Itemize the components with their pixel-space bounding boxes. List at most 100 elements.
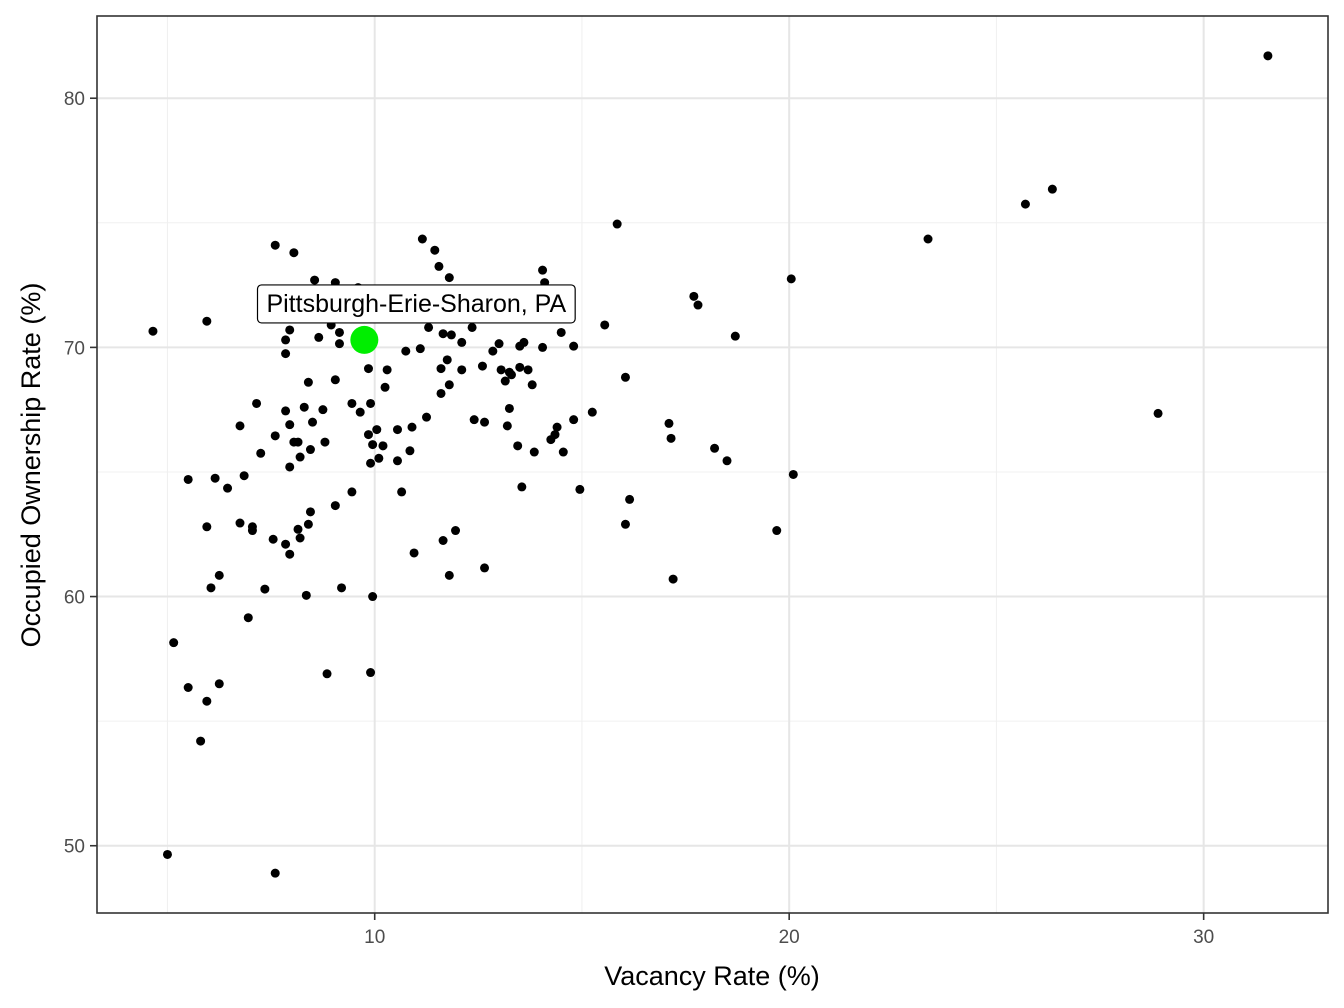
data-point: [268, 534, 278, 544]
data-point: [438, 329, 448, 339]
data-point: [162, 849, 172, 859]
plot-panel-background: [97, 16, 1328, 913]
data-point: [1020, 199, 1030, 209]
data-point: [500, 376, 510, 386]
data-point: [517, 482, 527, 492]
data-point: [488, 346, 498, 356]
data-point: [310, 275, 320, 285]
data-point: [295, 452, 305, 462]
data-point: [401, 346, 411, 356]
data-point: [303, 377, 313, 387]
data-point: [281, 335, 291, 345]
data-point: [368, 440, 378, 450]
data-point: [314, 332, 324, 342]
x-axis-title: Vacancy Rate (%): [604, 961, 820, 991]
data-point: [436, 364, 446, 374]
data-point: [612, 219, 622, 229]
data-point: [405, 446, 415, 456]
y-axis-title: Occupied Ownership Rate (%): [16, 283, 46, 648]
data-point: [247, 522, 257, 532]
data-point: [625, 494, 635, 504]
data-point: [382, 365, 392, 375]
data-point: [183, 474, 193, 484]
data-point: [334, 339, 344, 349]
data-point: [252, 398, 262, 408]
data-point: [417, 234, 427, 244]
data-point: [235, 518, 245, 528]
data-point: [366, 398, 376, 408]
data-point: [308, 417, 318, 427]
data-point: [392, 456, 402, 466]
data-point: [256, 448, 266, 458]
data-point: [620, 519, 630, 529]
data-point: [368, 592, 378, 602]
y-tick-label: 60: [64, 588, 85, 609]
data-point: [415, 344, 425, 354]
data-point: [397, 487, 407, 497]
x-axis: 10 20 30: [364, 913, 1214, 948]
data-point: [303, 519, 313, 529]
data-point: [480, 563, 490, 573]
y-tick-label: 70: [64, 338, 85, 359]
data-point: [457, 365, 467, 375]
data-point: [366, 458, 376, 468]
data-point: [301, 590, 311, 600]
y-axis: 50 60 70 80: [64, 89, 97, 858]
data-point: [305, 445, 315, 455]
data-point: [552, 422, 562, 432]
highlight-point: [350, 325, 379, 354]
data-point: [320, 437, 330, 447]
data-point: [467, 322, 477, 332]
data-point: [788, 469, 798, 479]
data-point: [569, 415, 579, 425]
data-point: [270, 868, 280, 878]
data-point: [558, 447, 568, 457]
x-tick-label: 10: [364, 927, 385, 948]
data-point: [392, 425, 402, 435]
data-point: [600, 320, 610, 330]
data-point: [347, 487, 357, 497]
data-point: [504, 403, 514, 413]
data-point: [210, 473, 220, 483]
x-tick-label: 20: [779, 927, 800, 948]
data-point: [355, 407, 365, 417]
callout-label: Pittsburgh-Erie-Sharon, PA: [267, 290, 567, 318]
y-tick-label: 80: [64, 89, 85, 110]
data-point: [438, 535, 448, 545]
data-point: [430, 245, 440, 255]
data-point: [305, 507, 315, 517]
data-point: [169, 638, 179, 648]
data-point: [523, 365, 533, 375]
data-point: [538, 265, 548, 275]
data-point: [515, 362, 525, 372]
data-point: [664, 418, 674, 428]
data-point: [556, 327, 566, 337]
data-point: [322, 669, 332, 679]
data-point: [270, 240, 280, 250]
data-point: [480, 417, 490, 427]
data-point: [689, 291, 699, 301]
data-point: [550, 430, 560, 440]
data-point: [202, 696, 212, 706]
data-point: [446, 330, 456, 340]
data-point: [214, 570, 224, 580]
data-point: [260, 584, 270, 594]
data-point: [538, 342, 548, 352]
minor-gridlines: [97, 16, 1328, 913]
data-point: [378, 441, 388, 451]
data-point: [223, 483, 233, 493]
data-point: [693, 300, 703, 310]
data-point: [372, 425, 382, 435]
data-point: [281, 539, 291, 549]
data-point: [366, 668, 376, 678]
y-tick-label: 50: [64, 837, 85, 858]
data-point: [374, 453, 384, 463]
data-point: [442, 355, 452, 365]
highlight-group: Pittsburgh-Erie-Sharon, PA: [256, 284, 576, 354]
data-point: [243, 613, 253, 623]
data-point: [772, 526, 782, 536]
data-point: [407, 422, 417, 432]
data-point: [666, 433, 676, 443]
data-point: [285, 420, 295, 430]
data-point: [494, 339, 504, 349]
